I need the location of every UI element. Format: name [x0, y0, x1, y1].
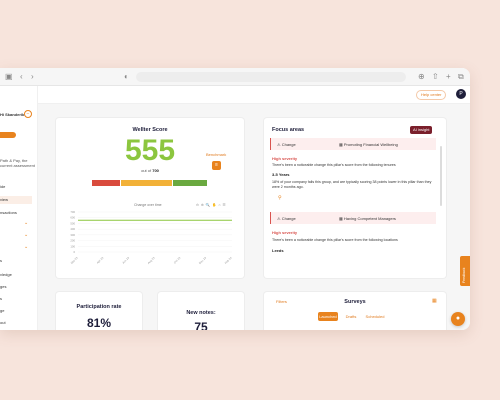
new-notes-title: New notes: [186, 310, 216, 316]
score-out-of: out of 700 [141, 168, 159, 173]
x-tick-label: Aug 23 [147, 256, 156, 265]
x-tick-label: Feb 24 [224, 256, 233, 265]
change-label: ⚠ Change [277, 216, 296, 221]
x-tick-label: Jun 23 [121, 256, 130, 265]
sidebar-tip-line2: current assessment [0, 163, 35, 168]
x-tick-label: Oct 23 [173, 256, 182, 265]
scrollbar[interactable] [440, 146, 442, 206]
focus-area-name: ▦ Having Competent Managers [339, 216, 396, 221]
focus-item-detail: 18% of your company falls this group, an… [272, 180, 432, 189]
back-icon[interactable]: ‹ [20, 72, 23, 81]
focus-item-row[interactable]: ⚠ Change ▦ Promoting Financial Wellbeing [270, 138, 436, 150]
sidebar-active-highlight [0, 196, 32, 204]
avatar[interactable]: P [456, 89, 466, 99]
tab-drafts[interactable]: Drafts [345, 314, 357, 319]
y-tick-label: 300 [70, 233, 75, 237]
y-tick-label: 200 [70, 239, 75, 243]
share-icon[interactable]: ⇧ [432, 72, 439, 81]
surveys-card: Filters Surveys ▦ Launched Drafts Schedu… [264, 292, 446, 330]
sidebar-item-overview[interactable]: view [0, 197, 9, 202]
new-notes-value: 75 [194, 320, 208, 330]
x-tick-label: Dec 23 [198, 256, 207, 265]
sidebar-item-knowledge[interactable]: vledge [0, 272, 12, 277]
sidebar-item-manage[interactable]: ge [0, 308, 5, 313]
chevron-down-icon[interactable]: ⌄ [24, 220, 29, 226]
grid-icon[interactable]: ▦ [432, 298, 437, 304]
address-bar[interactable] [136, 72, 406, 82]
y-tick-label: 700 [70, 210, 75, 214]
new-tab-icon[interactable]: + [446, 72, 451, 81]
focus-item-text: There's been a noticeable change this pi… [272, 163, 396, 167]
search-icon[interactable]: ⚲ [278, 195, 282, 201]
y-tick-label: 600 [70, 216, 75, 220]
y-tick-label: 400 [70, 227, 75, 231]
score-bar-segment [121, 180, 173, 186]
severity-label: High severity [272, 156, 298, 161]
y-tick-label: 500 [70, 221, 75, 225]
new-notes-card: New notes: 75 [158, 292, 244, 330]
focus-areas-card: Focus areas AI insight ⚠ Change ▦ Promot… [264, 118, 446, 278]
focus-item-row[interactable]: ⚠ Change ▦ Having Competent Managers [270, 212, 436, 224]
collapse-icon[interactable]: − [24, 110, 32, 118]
help-center-button[interactable]: Help center [416, 90, 447, 100]
sidebar-item-transactions[interactable]: nsactions [0, 210, 17, 215]
forward-icon[interactable]: › [31, 72, 34, 81]
sidebar-item-guide[interactable]: ide [0, 184, 6, 189]
x-tick-label: Apr 23 [96, 256, 105, 265]
benchmark-button[interactable]: ≡ [212, 161, 221, 170]
sidebar-item-badges[interactable]: ges [0, 284, 7, 289]
sidebar-item-logout[interactable]: out [0, 320, 6, 325]
sidebar-tip-line1: Path & Pay, the [0, 158, 28, 163]
sidebar: Hi Skanderik − Path & Pay, the current a… [0, 86, 38, 330]
download-icon[interactable]: ⊕ [418, 72, 425, 81]
tab-scheduled[interactable]: Scheduled [365, 314, 385, 319]
chevron-down-icon[interactable]: ⌄ [24, 244, 29, 250]
score-title: Wellter Score [132, 127, 168, 133]
surveys-title: Surveys [344, 299, 366, 305]
chevron-down-icon[interactable]: ⌄ [24, 232, 29, 238]
focus-item-text: There's been a noticeable change this pi… [272, 238, 398, 242]
x-tick-label: Mar 23 [70, 256, 79, 265]
score-bar-segment [173, 180, 207, 186]
app-header: Help center P [0, 86, 470, 104]
company-name: Hi Skanderik [0, 112, 25, 117]
filters-button[interactable]: Filters [276, 299, 287, 304]
chart-title: Change over time [134, 203, 162, 207]
change-label: ⚠ Change [277, 142, 296, 147]
shield-icon: ◐ [124, 72, 129, 81]
benchmark-link[interactable]: Benchmark [206, 152, 227, 157]
focus-item-group: 3-5 Years [272, 172, 290, 177]
chat-icon[interactable]: ● [451, 312, 465, 326]
y-tick-label: 0 [73, 250, 75, 254]
wellbeing-score-card: Wellter Score 555 out of 700 Benchmark ≡… [56, 118, 244, 278]
focus-area-name: ▦ Promoting Financial Wellbeing [339, 142, 398, 147]
focus-areas-title: Focus areas [272, 127, 305, 133]
y-tick-label: 100 [70, 244, 75, 248]
chart-toolbar[interactable]: ⊖ ⊕ 🔍 ✋ ⌂ ☰ [196, 203, 227, 207]
feedback-tab[interactable]: Feedback [460, 256, 470, 286]
ai-insight-badge[interactable]: AI insight [410, 126, 433, 134]
sidebar-icon[interactable]: ▣ [5, 72, 13, 81]
participation-title: Participation rate [76, 304, 122, 310]
score-bar-segment [92, 180, 120, 186]
main-content: Wellter Score 555 out of 700 Benchmark ≡… [38, 104, 470, 330]
focus-item-group: Leeds [272, 248, 284, 253]
participation-rate-card: Participation rate 81% [56, 292, 142, 330]
browser-toolbar: ▣ ‹ › ◐ ⊕ ⇧ + ⧉ [0, 68, 470, 86]
score-value: 555 [124, 134, 176, 167]
participation-value: 81% [86, 316, 112, 330]
tab-launched[interactable]: Launched [318, 312, 338, 321]
severity-label: High severity [272, 230, 298, 235]
browser-window: ▣ ‹ › ◐ ⊕ ⇧ + ⧉ Help center P Hi Skander… [0, 68, 470, 330]
tabs-icon[interactable]: ⧉ [458, 72, 464, 81]
sidebar-item-s[interactable]: s [0, 258, 2, 263]
sidebar-item-settings[interactable]: s [0, 296, 2, 301]
company-badge[interactable] [0, 132, 16, 138]
